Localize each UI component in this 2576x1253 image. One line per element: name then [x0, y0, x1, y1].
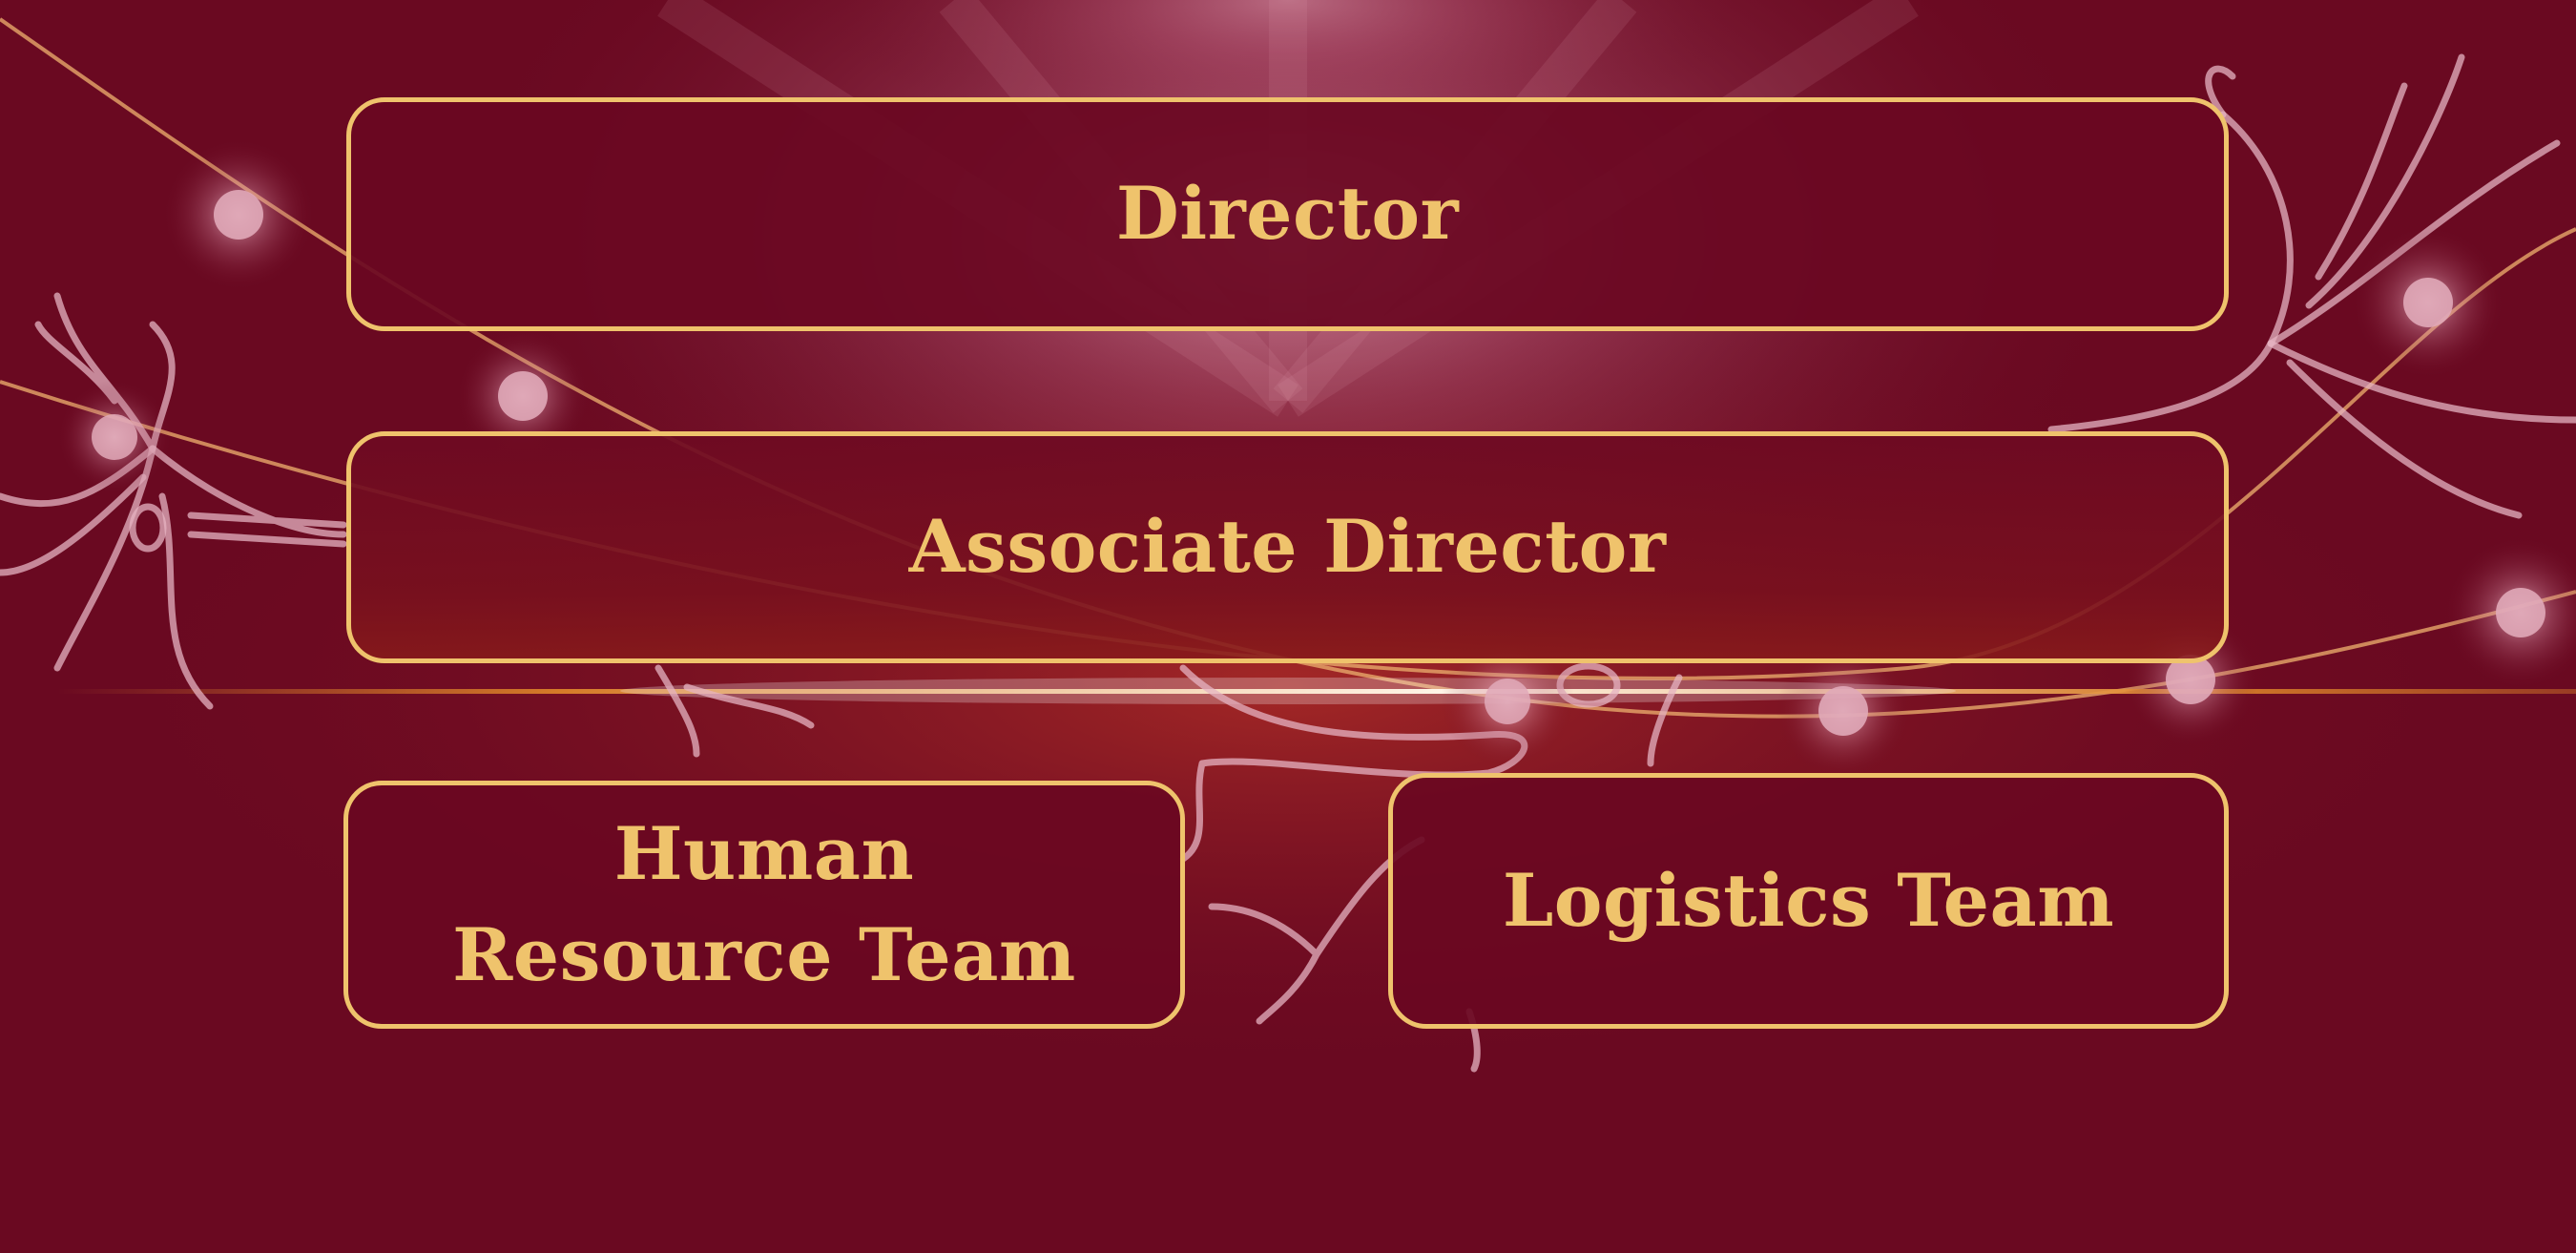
logistics-team-box: Logistics Team [1388, 773, 2229, 1029]
human-resource-team-label: Human Resource Team [452, 810, 1076, 997]
human-resource-team-box: Human Resource Team [343, 781, 1185, 1029]
director-box: Director [346, 97, 2229, 331]
glowing-node [57, 138, 2576, 778]
lens-flare [57, 689, 2576, 694]
associate-director-label: Associate Director [908, 504, 1667, 590]
director-label: Director [1115, 171, 1460, 257]
logistics-team-label: Logistics Team [1502, 857, 2115, 943]
associate-director-box: Associate Director [346, 431, 2229, 663]
neuron-icon [0, 53, 2576, 1073]
